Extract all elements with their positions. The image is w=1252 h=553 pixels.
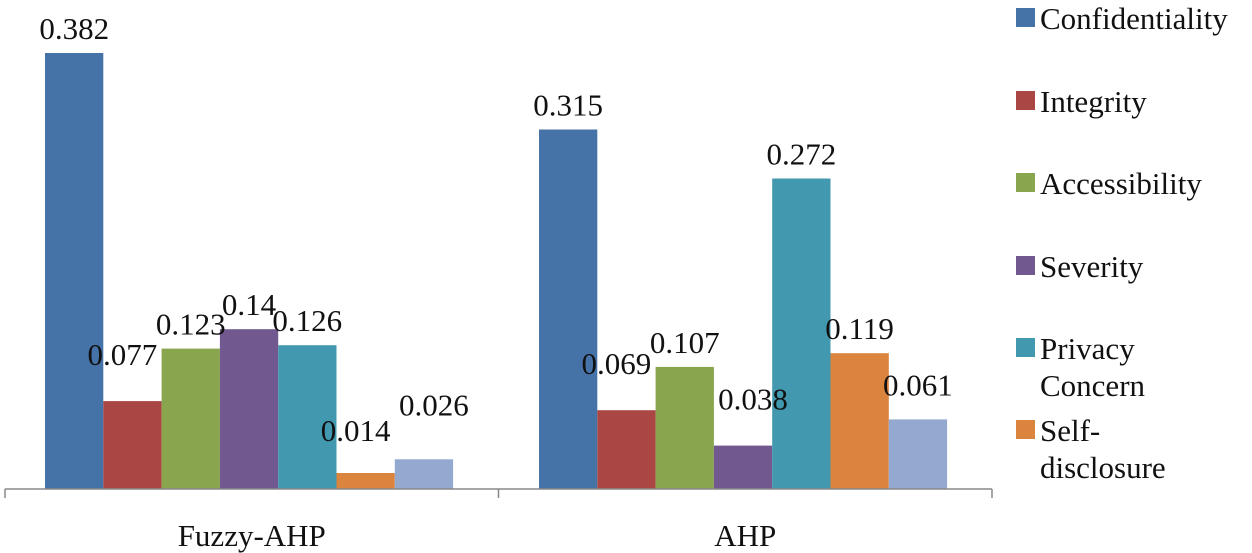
legend-item-confidentiality: Confidentiality — [1016, 1, 1228, 36]
bar-ahp-self-disclosure — [830, 353, 889, 489]
bar-fuzzy-ahp-confidentiality — [45, 53, 104, 489]
legend-swatch-integrity — [1016, 91, 1035, 110]
bar-ahp-confidentiality — [539, 129, 598, 489]
data-label-ahp-accessibility: 0.107 — [650, 325, 720, 360]
data-label-fuzzy-ahp-self-disclosure: 0.014 — [321, 413, 391, 448]
data-label-fuzzy-ahp-integrity: 0.077 — [88, 337, 158, 372]
data-label-ahp-severity: 0.038 — [718, 382, 788, 417]
data-label-fuzzy-ahp-severity: 0.14 — [222, 287, 277, 322]
legend-item-integrity: Integrity — [1016, 84, 1147, 119]
bar-ahp-series-7 — [888, 419, 948, 489]
legend: Confidentiality Integrity Accessibility Sev… — [1016, 1, 1228, 485]
legend-label-privacy-concern: Privacy Concern — [1040, 331, 1146, 403]
bar-fuzzy-ahp-privacy-concern — [278, 345, 337, 489]
bar-ahp-integrity — [597, 410, 656, 489]
bar-fuzzy-ahp-accessibility — [161, 348, 220, 489]
legend-item-privacy-concern: Privacy Concern — [1016, 331, 1146, 403]
bar-fuzzy-ahp-self-disclosure — [336, 473, 395, 489]
data-label-fuzzy-ahp-accessibility: 0.123 — [156, 307, 226, 342]
legend-item-severity: Severity — [1016, 249, 1144, 284]
legend-swatch-self-disclosure — [1016, 420, 1035, 439]
x-axis: Fuzzy-AHP AHP — [4, 488, 993, 553]
legend-item-accessibility: Accessibility — [1016, 166, 1202, 201]
legend-label-confidentiality: Confidentiality — [1040, 1, 1228, 36]
x-tick-label-ahp: AHP — [714, 518, 776, 553]
data-label-fuzzy-ahp-series-7: 0.026 — [399, 387, 469, 422]
data-label-ahp-privacy-concern: 0.272 — [767, 137, 837, 172]
legend-swatch-accessibility — [1016, 173, 1035, 192]
legend-label-integrity: Integrity — [1040, 84, 1147, 119]
bar-ahp-accessibility — [655, 366, 714, 489]
bar-fuzzy-ahp-integrity — [103, 401, 162, 489]
bar-fuzzy-ahp-severity — [219, 329, 279, 489]
data-label-fuzzy-ahp-confidentiality: 0.382 — [39, 11, 109, 46]
bar-ahp-severity — [713, 445, 773, 489]
data-label-fuzzy-ahp-privacy-concern: 0.126 — [272, 303, 342, 338]
bar-fuzzy-ahp-series-7 — [394, 459, 454, 489]
bars-layer — [45, 53, 948, 489]
legend-swatch-confidentiality — [1016, 8, 1035, 27]
legend-label-accessibility: Accessibility — [1040, 166, 1202, 201]
legend-swatch-severity — [1016, 256, 1035, 275]
legend-swatch-privacy-concern — [1016, 338, 1035, 357]
data-label-ahp-self-disclosure: 0.119 — [825, 311, 894, 346]
bar-ahp-privacy-concern — [772, 178, 831, 489]
legend-label-severity: Severity — [1040, 249, 1144, 284]
x-tick-label-fuzzy-ahp: Fuzzy-AHP — [178, 518, 326, 553]
legend-item-self-disclosure: Self-disclosure — [1016, 413, 1166, 485]
data-label-ahp-series-7: 0.061 — [883, 367, 953, 402]
legend-label-self-disclosure: Self-disclosure — [1040, 413, 1166, 485]
data-label-ahp-integrity: 0.069 — [582, 346, 652, 381]
data-label-ahp-confidentiality: 0.315 — [533, 88, 603, 123]
